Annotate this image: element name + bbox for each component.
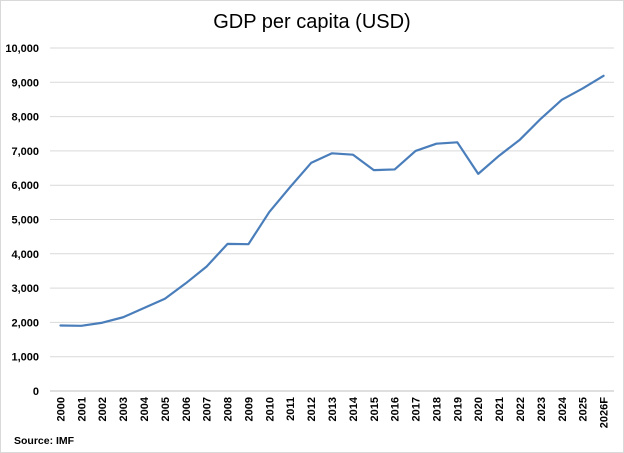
y-axis-ticks: 0 1,000 2,000 3,000 4,000 5,000 6,000 7,000 8,00… — [5, 43, 39, 398]
x-tick-label: 2012 — [306, 397, 318, 421]
x-tick-label: 2001 — [76, 397, 88, 421]
y-tick-label: 10,000 — [5, 43, 39, 55]
y-tick-label: 4,000 — [11, 249, 39, 261]
x-tick-label: 2005 — [160, 397, 172, 421]
x-tick-label: 2013 — [327, 397, 339, 421]
y-tick-label: 6,000 — [11, 180, 39, 192]
x-tick-label: 2002 — [97, 397, 109, 421]
x-tick-label: 2026F — [599, 397, 611, 428]
x-tick-label: 2021 — [494, 397, 506, 421]
y-tick-label: 5,000 — [11, 215, 39, 227]
x-tick-label: 2020 — [473, 397, 485, 421]
source-note: Source: IMF — [14, 435, 75, 447]
y-tick-label: 2,000 — [11, 317, 39, 329]
x-tick-label: 2003 — [118, 397, 130, 421]
x-tick-label: 2018 — [431, 397, 443, 421]
chart-title: GDP per capita (USD) — [213, 11, 410, 33]
x-tick-label: 2008 — [223, 397, 235, 421]
x-tick-label: 2004 — [139, 396, 151, 421]
y-tick-label: 1,000 — [11, 352, 39, 364]
y-tick-label: 0 — [33, 386, 39, 398]
x-tick-label: 2023 — [536, 397, 548, 421]
x-tick-label: 2014 — [348, 396, 360, 421]
x-tick-label: 2009 — [243, 397, 255, 421]
x-tick-label: 2015 — [369, 397, 381, 421]
x-tick-label: 2006 — [181, 397, 193, 421]
x-tick-label: 2011 — [285, 397, 297, 421]
x-tick-label: 2019 — [452, 397, 464, 421]
y-tick-label: 9,000 — [11, 77, 39, 89]
y-tick-label: 8,000 — [11, 112, 39, 124]
x-tick-label: 2007 — [202, 397, 214, 421]
x-tick-label: 2022 — [515, 397, 527, 421]
gridlines — [50, 47, 614, 392]
x-tick-label: 2025 — [578, 397, 590, 421]
x-tick-label: 2017 — [411, 397, 423, 421]
x-tick-label: 2000 — [55, 397, 67, 421]
y-tick-label: 3,000 — [11, 283, 39, 295]
x-axis-ticks: 2000 2001 2002 2003 2004 2005 2006 2007 2008 2009… — [55, 396, 610, 428]
series-layer — [59, 74, 605, 327]
x-tick-label: 2016 — [390, 397, 402, 421]
x-tick-label: 2010 — [264, 397, 276, 421]
y-tick-label: 7,000 — [11, 146, 39, 158]
x-tick-label: 2024 — [557, 396, 569, 421]
